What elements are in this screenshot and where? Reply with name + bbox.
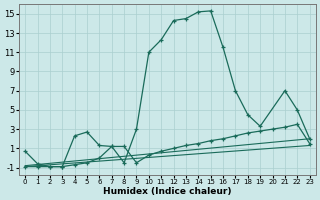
X-axis label: Humidex (Indice chaleur): Humidex (Indice chaleur)	[103, 187, 232, 196]
